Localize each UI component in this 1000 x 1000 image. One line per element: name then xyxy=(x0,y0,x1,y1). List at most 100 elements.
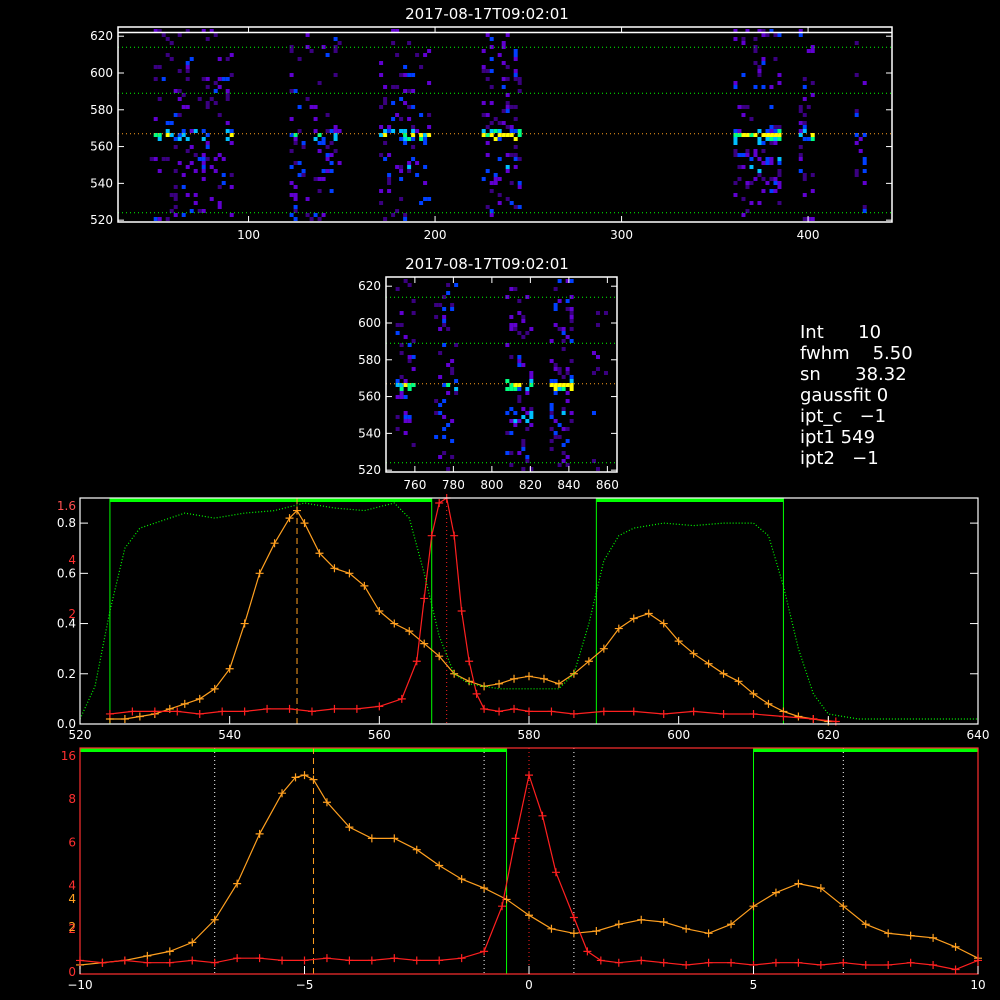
heatmap-cell xyxy=(442,295,447,299)
heatmap-cell xyxy=(509,387,514,391)
heatmap-cell xyxy=(553,387,558,391)
heatmap-cell xyxy=(177,97,182,101)
heatmap-cell xyxy=(313,177,318,181)
heatmap-cell xyxy=(769,177,774,181)
heatmap-cell xyxy=(395,165,400,169)
data-point-red xyxy=(682,960,691,969)
heatmap-cell xyxy=(505,411,510,415)
heatmap-cell xyxy=(325,145,330,149)
heatmap-cell xyxy=(802,173,807,177)
heatmap-cell xyxy=(757,173,762,177)
heatmap-cell xyxy=(225,77,230,81)
data-point-orange xyxy=(143,951,152,960)
heatmap-cell xyxy=(765,137,770,141)
heatmap-cell xyxy=(177,33,182,37)
data-point-orange xyxy=(300,519,309,528)
data-point-red xyxy=(450,531,459,540)
heatmap-cell xyxy=(399,343,404,347)
heatmap-cell xyxy=(517,451,522,455)
heatmap-cell xyxy=(387,153,392,157)
heatmap-cell xyxy=(557,423,562,427)
y-tick-label: 520 xyxy=(90,213,113,227)
heatmap-cell xyxy=(481,49,486,53)
data-point-orange xyxy=(704,929,713,938)
info-value: 38.32 xyxy=(855,364,907,385)
heatmap-cell xyxy=(561,407,566,411)
heatmap-cell xyxy=(553,379,558,383)
heatmap-cell xyxy=(517,299,522,303)
heatmap-cell xyxy=(407,283,412,287)
heatmap-cell xyxy=(329,161,334,165)
series-line-green xyxy=(79,502,978,720)
data-point-orange xyxy=(412,845,421,854)
data-point-orange xyxy=(480,682,489,691)
heatmap-cell xyxy=(153,217,158,221)
heatmap-cell xyxy=(205,145,210,149)
heatmap-cell xyxy=(177,69,182,73)
heatmap-cell xyxy=(769,85,774,89)
x-tick-label: 200 xyxy=(424,228,447,242)
heatmap-cell xyxy=(427,113,432,117)
data-point-orange xyxy=(135,712,144,721)
heatmap-cell xyxy=(442,427,447,431)
heatmap-cell xyxy=(802,193,807,197)
heatmap-cell xyxy=(403,415,408,419)
heatmap-cell xyxy=(761,57,766,61)
heatmap-cell xyxy=(446,291,451,295)
heatmap-cell xyxy=(399,383,404,387)
heatmap-cell xyxy=(185,65,190,69)
heatmap-cell xyxy=(317,141,322,145)
heatmap-cell xyxy=(446,467,451,471)
data-point-red xyxy=(367,956,376,965)
heatmap-cell xyxy=(561,427,566,431)
heatmap-cell xyxy=(229,141,234,145)
heatmap-cell xyxy=(757,29,762,33)
heatmap-cell xyxy=(741,213,746,217)
heatmap-cell xyxy=(442,323,447,327)
heatmap-cell xyxy=(489,37,494,41)
heatmap-cell xyxy=(521,335,526,339)
heatmap-cell xyxy=(553,383,558,387)
heatmap-cell xyxy=(493,173,498,177)
heatmap-cell xyxy=(225,121,230,125)
info-row-sn: sn 38.32 xyxy=(800,364,913,385)
heatmap-cell xyxy=(737,177,742,181)
data-point-orange xyxy=(704,659,713,668)
heatmap-cell xyxy=(749,165,754,169)
heatmap-cell xyxy=(391,129,396,133)
heatmap-cell xyxy=(209,165,214,169)
heatmap-cell xyxy=(481,69,486,73)
data-point-orange xyxy=(315,549,324,558)
heatmap-cell xyxy=(411,137,416,141)
heatmap-cell xyxy=(450,367,455,371)
data-point-red xyxy=(719,709,728,718)
heatmap-cell xyxy=(383,141,388,145)
x-tick-label: 100 xyxy=(237,228,260,242)
heatmap-cell xyxy=(289,73,294,77)
heatmap-cell xyxy=(321,213,326,217)
heatmap-cell xyxy=(565,391,570,395)
data-point-orange xyxy=(682,924,691,933)
heatmap-cell xyxy=(509,451,514,455)
heatmap-cell xyxy=(529,423,534,427)
heatmap-cell xyxy=(529,371,534,375)
heatmap-cell xyxy=(769,125,774,129)
heatmap-cell xyxy=(549,339,554,343)
data-point-orange xyxy=(300,771,309,780)
heatmap-cell xyxy=(193,193,198,197)
heatmap-cell xyxy=(411,367,416,371)
heatmap-cell xyxy=(165,217,170,221)
data-point-orange xyxy=(771,888,780,897)
heatmap-cell xyxy=(489,45,494,49)
data-point-red xyxy=(105,709,114,718)
heatmap-cell xyxy=(423,165,428,169)
heatmap-cell xyxy=(217,113,222,117)
plot-background xyxy=(386,277,617,472)
heatmap-cell xyxy=(489,129,494,133)
heatmap-cell xyxy=(553,391,558,395)
heatmap-cell xyxy=(157,29,162,33)
heatmap-cell xyxy=(333,49,338,53)
heatmap-cell xyxy=(185,77,190,81)
heatmap-cell xyxy=(407,73,412,77)
data-point-red xyxy=(569,913,578,922)
